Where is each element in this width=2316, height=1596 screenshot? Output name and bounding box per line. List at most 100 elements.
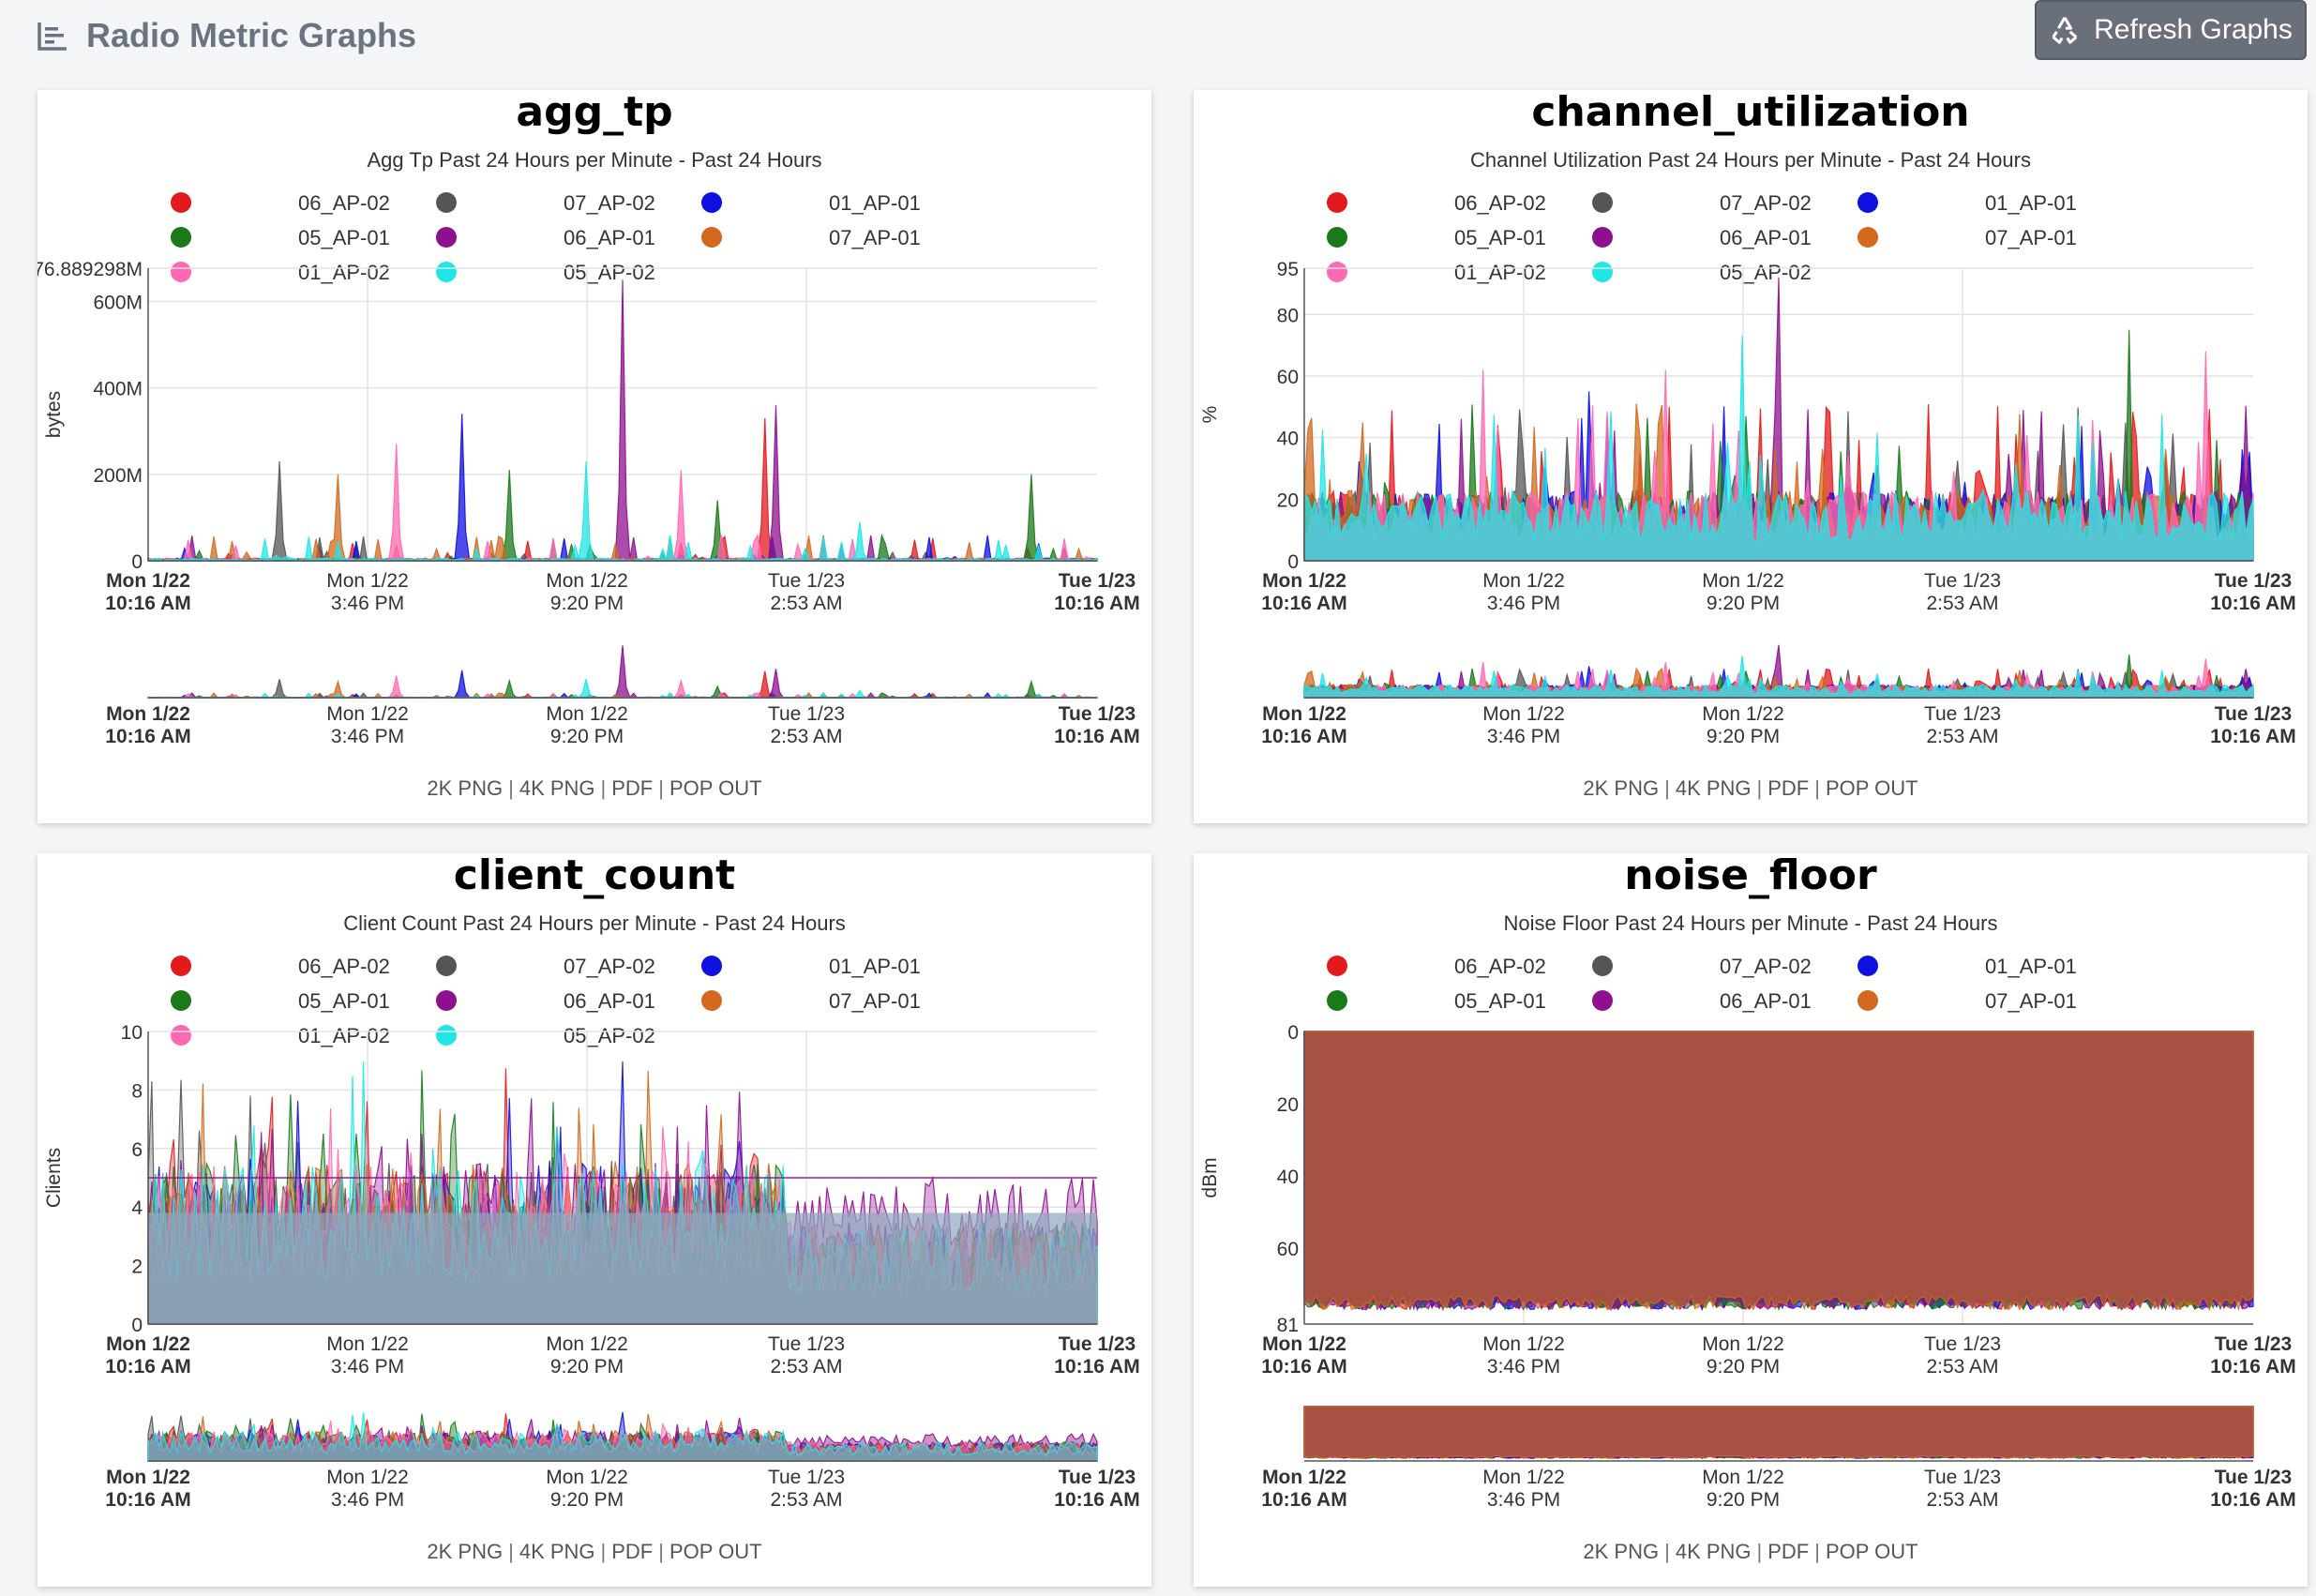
- legend-label-05_AP-02[interactable]: 05_AP-02: [564, 1024, 655, 1047]
- nav-x-tick-4-time: 10:16 AM: [1054, 726, 1139, 747]
- legend-label-07_AP-01[interactable]: 07_AP-01: [829, 989, 921, 1013]
- navigator[interactable]: [147, 1411, 1098, 1462]
- export-link-pdf[interactable]: PDF: [1767, 776, 1810, 800]
- navigator[interactable]: [147, 645, 1098, 699]
- navigator[interactable]: [1303, 644, 2254, 699]
- refresh-graphs-label: Refresh Graphs: [2094, 14, 2293, 45]
- legend-dot-06_AP-01[interactable]: [1592, 227, 1613, 248]
- legend-label-06_AP-01[interactable]: 06_AP-01: [1720, 226, 1812, 249]
- export-link-2k-png[interactable]: 2K PNG: [1583, 1540, 1660, 1563]
- legend-label-07_AP-01[interactable]: 07_AP-01: [829, 226, 921, 249]
- legend-dot-01_AP-01[interactable]: [1857, 192, 1878, 213]
- export-link-2k-png[interactable]: 2K PNG: [427, 1540, 504, 1563]
- recycle-icon: [2052, 17, 2078, 44]
- legend-dot-06_AP-01[interactable]: [436, 990, 457, 1011]
- legend-dot-07_AP-02[interactable]: [436, 192, 457, 213]
- legend-label-01_AP-02[interactable]: 01_AP-02: [1454, 261, 1546, 284]
- legend-label-01_AP-01[interactable]: 01_AP-01: [829, 191, 921, 215]
- legend-label-07_AP-01[interactable]: 07_AP-01: [1985, 226, 2077, 249]
- export-link-pop-out[interactable]: POP OUT: [669, 776, 762, 800]
- legend-label-06_AP-01[interactable]: 06_AP-01: [564, 989, 655, 1013]
- legend-label-05_AP-01[interactable]: 05_AP-01: [298, 989, 390, 1013]
- legend-label-01_AP-01[interactable]: 01_AP-01: [829, 955, 921, 978]
- x-tick-3-day: Tue 1/23: [1924, 570, 2001, 592]
- legend-dot-01_AP-01[interactable]: [701, 192, 722, 213]
- legend-label-01_AP-02[interactable]: 01_AP-02: [298, 1024, 390, 1047]
- export-link-pdf[interactable]: PDF: [1767, 1540, 1810, 1563]
- chart-title: agg_tp: [516, 90, 672, 136]
- legend-dot-07_AP-01[interactable]: [1857, 990, 1878, 1011]
- legend-dot-07_AP-01[interactable]: [701, 227, 722, 248]
- legend-dot-05_AP-01[interactable]: [171, 227, 191, 248]
- legend-label-07_AP-01[interactable]: 07_AP-01: [1985, 989, 2077, 1013]
- legend-label-07_AP-02[interactable]: 07_AP-02: [1720, 191, 1812, 215]
- legend-label-07_AP-02[interactable]: 07_AP-02: [564, 191, 655, 215]
- legend-dot-05_AP-02[interactable]: [436, 1025, 457, 1046]
- legend-dot-07_AP-02[interactable]: [436, 956, 457, 976]
- legend-label-06_AP-02[interactable]: 06_AP-02: [1454, 955, 1546, 978]
- legend-dot-06_AP-02[interactable]: [171, 956, 191, 976]
- x-tick-1-day: Mon 1/22: [326, 1333, 409, 1355]
- legend-label-05_AP-01[interactable]: 05_AP-01: [1454, 226, 1546, 249]
- navigator[interactable]: [1303, 1406, 2254, 1459]
- legend-dot-01_AP-02[interactable]: [1327, 262, 1347, 282]
- plot-area[interactable]: [147, 279, 1098, 563]
- legend-label-05_AP-02[interactable]: 05_AP-02: [564, 261, 655, 284]
- legend-dot-06_AP-02[interactable]: [1327, 956, 1347, 976]
- legend-dot-06_AP-01[interactable]: [1592, 990, 1613, 1011]
- legend-dot-06_AP-02[interactable]: [171, 192, 191, 213]
- legend-label-01_AP-02[interactable]: 01_AP-02: [298, 261, 390, 284]
- export-link-pop-out[interactable]: POP OUT: [669, 1540, 762, 1563]
- legend-dot-07_AP-02[interactable]: [1592, 956, 1613, 976]
- legend-label-05_AP-01[interactable]: 05_AP-01: [298, 226, 390, 249]
- legend-label-07_AP-02[interactable]: 07_AP-02: [1720, 955, 1812, 978]
- legend-dot-06_AP-02[interactable]: [1327, 192, 1347, 213]
- export-link-4k-png[interactable]: 4K PNG: [519, 776, 595, 800]
- export-link-4k-png[interactable]: 4K PNG: [519, 1540, 595, 1563]
- chart-subtitle: Client Count Past 24 Hours per Minute - …: [343, 911, 846, 935]
- x-tick-1-time: 3:46 PM: [1487, 1356, 1560, 1378]
- link-separator: |: [508, 1540, 514, 1563]
- export-link-pop-out[interactable]: POP OUT: [1825, 776, 1918, 800]
- legend-label-01_AP-01[interactable]: 01_AP-01: [1985, 955, 2077, 978]
- legend-dot-05_AP-01[interactable]: [171, 990, 191, 1011]
- legend-dot-05_AP-01[interactable]: [1327, 990, 1347, 1011]
- export-link-4k-png[interactable]: 4K PNG: [1675, 776, 1752, 800]
- legend-dot-05_AP-02[interactable]: [1592, 262, 1613, 282]
- legend-label-01_AP-01[interactable]: 01_AP-01: [1985, 191, 2077, 215]
- graph-card-client-count: client_count Client Count Past 24 Hours p…: [38, 853, 1151, 1587]
- legend-dot-05_AP-01[interactable]: [1327, 227, 1347, 248]
- legend-dot-07_AP-02[interactable]: [1592, 192, 1613, 213]
- export-link-pop-out[interactable]: POP OUT: [1825, 1540, 1918, 1563]
- legend-dot-01_AP-01[interactable]: [1857, 956, 1878, 976]
- legend-label-06_AP-02[interactable]: 06_AP-02: [298, 955, 390, 978]
- legend-dot-07_AP-01[interactable]: [701, 990, 722, 1011]
- refresh-graphs-button[interactable]: Refresh Graphs: [2035, 0, 2307, 60]
- nav-x-tick-4-time: 10:16 AM: [2210, 726, 2295, 747]
- export-link-2k-png[interactable]: 2K PNG: [427, 776, 504, 800]
- legend-dot-01_AP-02[interactable]: [171, 1025, 191, 1046]
- nav-series-area-06_AP-01: [147, 645, 1098, 699]
- x-tick-2-time: 9:20 PM: [550, 1356, 624, 1378]
- legend-dot-01_AP-02[interactable]: [171, 262, 191, 282]
- legend-label-06_AP-01[interactable]: 06_AP-01: [564, 226, 655, 249]
- legend-label-05_AP-01[interactable]: 05_AP-01: [1454, 989, 1546, 1013]
- legend-dot-06_AP-01[interactable]: [436, 227, 457, 248]
- export-link-pdf[interactable]: PDF: [611, 1540, 654, 1563]
- plot-area[interactable]: [1303, 277, 2254, 562]
- legend-label-05_AP-02[interactable]: 05_AP-02: [1720, 261, 1812, 284]
- export-links: 2K PNG | 4K PNG | PDF | POP OUT: [38, 776, 1151, 801]
- plot-area[interactable]: [147, 1061, 1098, 1325]
- legend-dot-07_AP-01[interactable]: [1857, 227, 1878, 248]
- nav-x-tick-0-time: 10:16 AM: [1261, 1489, 1346, 1511]
- legend-label-07_AP-02[interactable]: 07_AP-02: [564, 955, 655, 978]
- legend-label-06_AP-01[interactable]: 06_AP-01: [1720, 989, 1812, 1013]
- legend-label-06_AP-02[interactable]: 06_AP-02: [1454, 191, 1546, 215]
- export-link-4k-png[interactable]: 4K PNG: [1675, 1540, 1752, 1563]
- export-link-2k-png[interactable]: 2K PNG: [1583, 776, 1660, 800]
- legend-dot-05_AP-02[interactable]: [436, 262, 457, 282]
- legend-dot-01_AP-01[interactable]: [701, 956, 722, 976]
- plot-area[interactable]: [1303, 1031, 2254, 1312]
- export-link-pdf[interactable]: PDF: [611, 776, 654, 800]
- legend-label-06_AP-02[interactable]: 06_AP-02: [298, 191, 390, 215]
